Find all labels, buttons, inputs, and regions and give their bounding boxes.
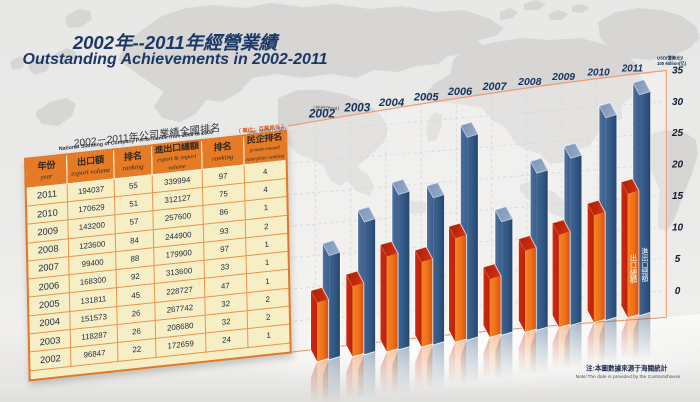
svg-text:35: 35	[672, 66, 684, 77]
svg-text:100 Million(亿): 100 Million(亿)	[657, 60, 687, 67]
svg-text:25: 25	[671, 128, 684, 139]
svg-text:口: 口	[642, 261, 649, 269]
svg-text:額: 額	[630, 275, 637, 284]
svg-text:2008: 2008	[517, 76, 542, 88]
svg-text:出: 出	[642, 253, 649, 262]
svg-text:30: 30	[672, 97, 684, 108]
svg-text:2009: 2009	[551, 72, 575, 83]
svg-text:總: 總	[642, 267, 649, 276]
svg-text:口: 口	[630, 261, 637, 270]
svg-text:2002: 2002	[308, 106, 336, 120]
svg-text:2007: 2007	[482, 81, 508, 93]
svg-text:出: 出	[630, 254, 637, 263]
svg-text:0: 0	[675, 286, 681, 297]
svg-text:10: 10	[672, 222, 684, 233]
svg-text:2010: 2010	[586, 68, 610, 79]
svg-text:2011: 2011	[621, 64, 643, 75]
svg-text:2005: 2005	[413, 91, 440, 103]
svg-text:15: 15	[672, 191, 684, 202]
svg-text:2006: 2006	[447, 86, 473, 98]
svg-text:USD(億美元)/: USD(億美元)/	[657, 55, 684, 62]
svg-text:進: 進	[642, 247, 649, 256]
svg-text:（年份/Year）: （年份/Year）	[310, 104, 343, 112]
svg-text:Note:The date is provided by t: Note:The date is provided by the Customs…	[576, 374, 681, 380]
svg-text:20: 20	[671, 159, 684, 170]
svg-text:2003: 2003	[343, 101, 370, 114]
svg-text:額: 額	[642, 274, 649, 283]
svg-text:5: 5	[675, 254, 681, 265]
svg-text:總: 總	[630, 268, 637, 277]
svg-text:2004: 2004	[378, 97, 405, 109]
svg-text:注:本圖數據來源于海關統計: 注:本圖數據來源于海關統計	[586, 364, 668, 373]
